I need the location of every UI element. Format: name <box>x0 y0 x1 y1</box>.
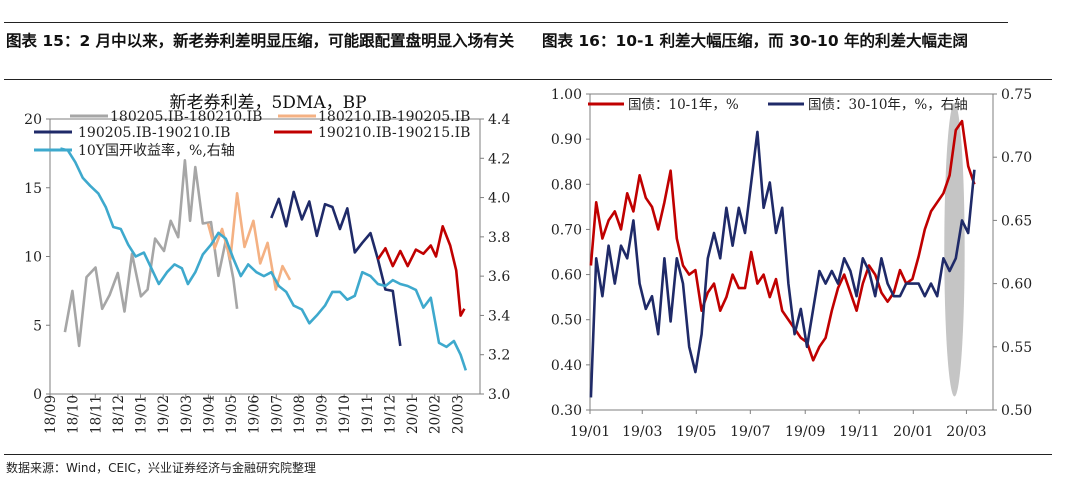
left-figure-caption: 图表 15：2 月中以来，新老券利差明显压缩，可能跟配置盘明显入场有关 <box>6 32 515 50</box>
right-y2-tick-label: 0.70 <box>1001 150 1032 166</box>
left-y2-tick-label: 3.4 <box>488 308 510 324</box>
left-x-tick-label: 19/12 <box>382 395 398 434</box>
right-y-tick-label: 0.60 <box>551 268 582 284</box>
left-x-tick-label: 19/11 <box>360 395 376 434</box>
left-y2-tick-label: 3.8 <box>488 230 510 246</box>
left-legend-label-4: 190210.IB-190215.IB <box>318 125 470 141</box>
source-note: 数据来源：Wind，CEIC，兴业证券经济与金融研究院整理 <box>6 461 317 475</box>
right-x-tick-label: 20/03 <box>946 424 986 440</box>
right-x-tick-label: 19/07 <box>730 424 770 440</box>
right-y2-tick-label: 0.50 <box>1001 403 1032 419</box>
left-series-line-4 <box>376 225 466 317</box>
left-x-tick-label: 19/10 <box>337 395 353 434</box>
left-legend-label-1: 180205.IB-180210.IB <box>110 109 262 125</box>
left-x-tick-label: 19/08 <box>292 395 308 434</box>
right-y-tick-label: 0.50 <box>551 313 582 329</box>
left-series-line-5 <box>60 147 468 371</box>
left-y-tick-label: 10 <box>24 250 42 266</box>
left-series-line-2 <box>206 192 292 291</box>
right-x-tick-label: 19/11 <box>839 424 879 440</box>
right-x-tick-label: 20/01 <box>893 424 933 440</box>
right-series-line-1 <box>589 119 976 362</box>
right-y-tick-label: 0.90 <box>551 132 582 148</box>
left-x-tick-label: 19/05 <box>224 395 240 434</box>
left-x-tick-label: 18/11 <box>88 395 104 434</box>
right-legend-label-1: 国债：10-1年，% <box>628 97 739 113</box>
right-plot-frame <box>589 93 994 411</box>
left-y-tick-label: 5 <box>33 318 42 334</box>
left-x-tick-label: 20/02 <box>428 395 444 434</box>
bottom-rule <box>4 454 1052 455</box>
left-x-tick-label: 18/12 <box>111 395 127 434</box>
right-x-tick-label: 19/05 <box>676 424 716 440</box>
right-y-tick-label: 0.70 <box>551 222 582 238</box>
left-plot-frame <box>49 118 481 395</box>
right-y2-tick-label: 0.75 <box>1001 87 1032 103</box>
left-legend-label-3: 190205.IB-190210.IB <box>78 125 230 141</box>
left-chart-title: 新老券利差，5DMA，BP <box>169 93 366 113</box>
left-y2-tick-label: 4.4 <box>488 112 510 128</box>
right-chart: 0.30 0.40 0.50 0.60 0.70 0.80 0.90 1.00 0.50 0.55… <box>551 87 1032 440</box>
left-x-tick-label: 19/04 <box>201 395 217 434</box>
left-y2-tick-label: 3.2 <box>488 348 510 364</box>
left-y-tick-label: 20 <box>24 112 42 128</box>
left-x-tick-label: 19/07 <box>269 395 285 434</box>
left-y2-tick-label: 4.2 <box>488 151 510 167</box>
left-y2-tick-label: 3.6 <box>488 269 510 285</box>
left-chart: 0 5 10 15 20 3.0 3.2 3.4 3.6 3.8 4.0 4.2 4.4 18/09 18/… <box>24 93 510 434</box>
left-legend-label-2: 180210.IB-190205.IB <box>318 109 470 125</box>
left-x-tick-label: 19/01 <box>134 395 150 434</box>
left-x-tick-label: 18/09 <box>43 395 59 434</box>
left-x-tick-label: 19/02 <box>156 395 172 434</box>
left-y-tick-label: 0 <box>33 387 42 403</box>
left-series-line-1 <box>63 159 239 348</box>
left-y2-tick-label: 4.0 <box>488 191 510 207</box>
left-x-tick-label: 18/10 <box>66 395 82 434</box>
right-y-tick-label: 0.40 <box>551 358 582 374</box>
left-x-tick-label: 20/01 <box>405 395 421 434</box>
left-legend-label-5: 10Y国开收益率，%,右轴 <box>78 142 235 159</box>
left-x-tick-label: 19/06 <box>247 395 263 434</box>
right-y-tick-label: 0.80 <box>551 177 582 193</box>
left-y2-tick-label: 3.0 <box>488 387 510 403</box>
right-y2-tick-label: 0.55 <box>1001 340 1032 356</box>
left-x-tick-label: 19/03 <box>179 395 195 434</box>
right-x-tick-label: 19/09 <box>785 424 825 440</box>
right-x-tick-label: 19/01 <box>570 424 610 440</box>
right-legend-label-2: 国债：30-10年，%，右轴 <box>808 97 968 113</box>
right-y2-tick-label: 0.65 <box>1001 213 1032 229</box>
right-figure-caption: 图表 16：10-1 利差大幅压缩，而 30-10 年的利差大幅走阔 <box>542 32 969 50</box>
right-y2-tick-label: 0.60 <box>1001 277 1032 293</box>
top-rule <box>4 22 1008 23</box>
left-y-tick-label: 15 <box>24 181 42 197</box>
left-x-tick-label: 20/03 <box>450 395 466 434</box>
right-x-tick-label: 19/03 <box>622 424 662 440</box>
caption-rule <box>4 79 1052 80</box>
left-series-line-3 <box>270 190 402 347</box>
right-y-tick-label: 1.00 <box>551 87 582 103</box>
left-x-tick-label: 19/09 <box>315 395 331 434</box>
right-y-tick-label: 0.30 <box>551 403 582 419</box>
right-series-line-2 <box>589 130 976 398</box>
